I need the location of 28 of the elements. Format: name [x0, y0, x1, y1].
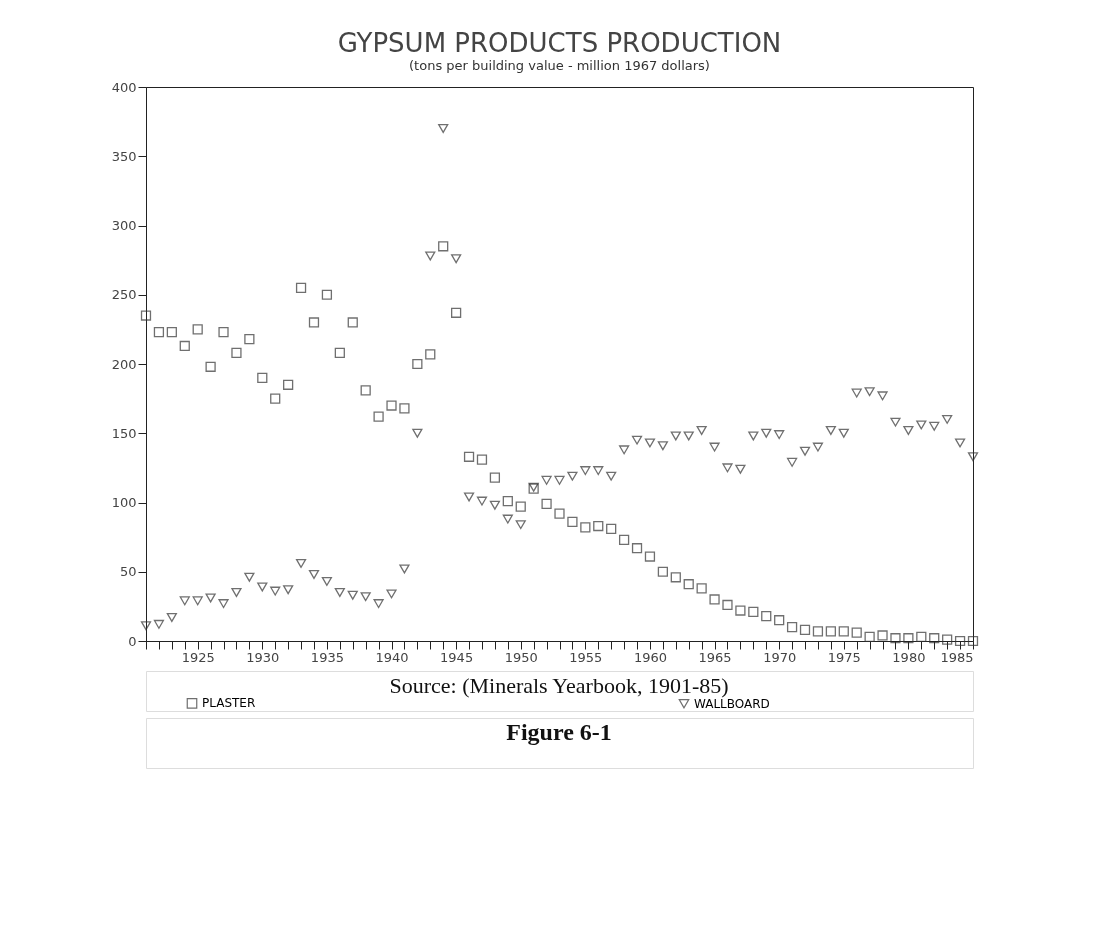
y-tick-label: 350	[111, 148, 137, 164]
x-tick-label: 1950	[504, 649, 538, 665]
y-tick-label: 50	[119, 564, 137, 580]
x-tick-label: 1955	[569, 649, 603, 665]
x-tick-label: 1960	[633, 649, 667, 665]
legend-label: PLASTER	[202, 696, 256, 711]
chart-title: GYPSUM PRODUCTS PRODUCTION	[337, 28, 782, 58]
source-note: Source: (Minerals Yearbook, 1901-85)	[389, 673, 729, 698]
x-tick-label: 1925	[181, 649, 215, 665]
caption: Figure 6-1	[506, 719, 612, 745]
x-tick-label: 1980	[892, 649, 926, 665]
y-tick-label: 200	[111, 356, 137, 372]
y-tick-label: 150	[111, 425, 137, 441]
y-tick-label: 100	[111, 495, 137, 510]
x-tick-label: 1965	[698, 649, 732, 665]
x-tick-label: 1940	[375, 649, 409, 665]
x-tick-label: 1975	[827, 649, 861, 665]
legend-label: WALLBOARD	[694, 696, 770, 711]
x-tick-label: 1945	[440, 649, 474, 665]
y-tick-label: 0	[128, 633, 137, 649]
chart-subtitle: (tons per building value - million 1967 dollars)	[409, 58, 710, 73]
x-tick-label: 1930	[246, 649, 280, 665]
y-tick-label: 250	[111, 287, 137, 303]
y-tick-label: 400	[111, 79, 137, 95]
y-tick-label: 300	[111, 218, 137, 233]
x-tick-label: 1970	[763, 649, 797, 665]
x-tick-label: 1985	[940, 649, 974, 665]
x-tick-label: 1935	[310, 649, 344, 665]
